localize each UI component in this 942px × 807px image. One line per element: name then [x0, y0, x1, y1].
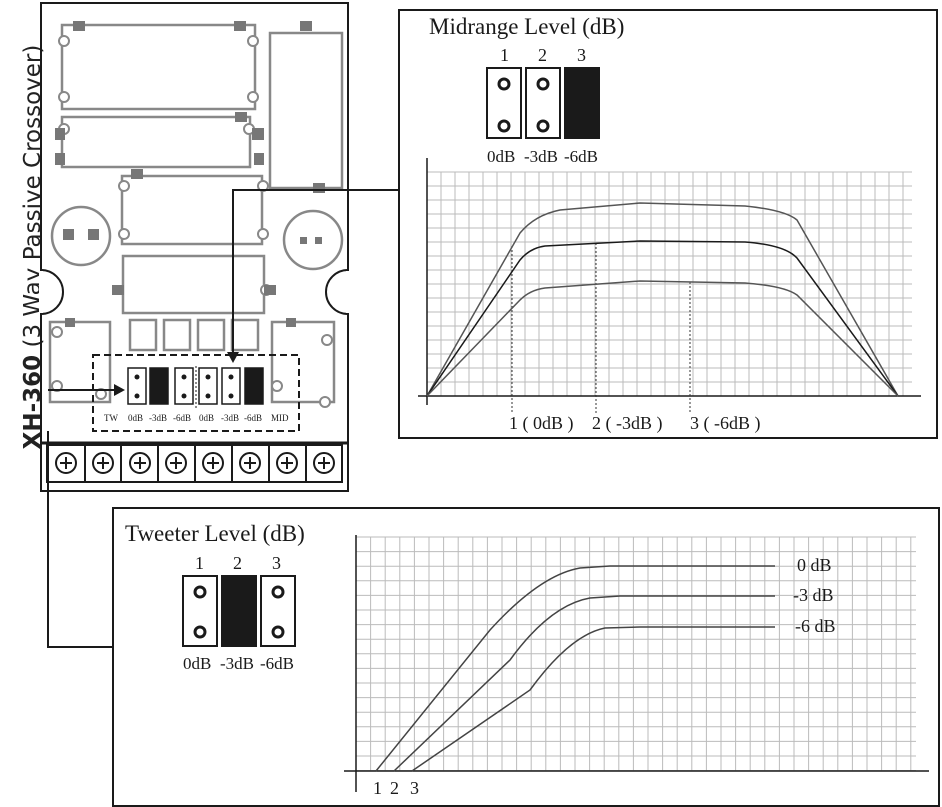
tw-jumper-2: [221, 575, 257, 647]
mid-curve-3db: [426, 240, 899, 397]
inductor-left: [50, 205, 112, 267]
mid-axis-label-2: 2 ( -3dB ): [592, 413, 663, 433]
tw-axis-label-1: 1: [373, 778, 382, 798]
coil-left: [48, 320, 112, 404]
mid-jumper-3-number: 3: [577, 45, 586, 65]
jumper-area: [92, 354, 300, 432]
label-mid-6db: -6dB: [244, 413, 262, 423]
mid-jumper-1-number: 1: [500, 45, 509, 65]
tw-axis-label-3: 3: [410, 778, 419, 798]
capacitor-4: [120, 174, 264, 246]
mid-level-0db: 0dB: [487, 147, 516, 166]
midrange-title: Midrange Level (dB): [429, 14, 625, 39]
capacitor-1: [60, 23, 257, 111]
mid-curve-6db: [426, 280, 899, 397]
tw-level-3db: -3dB: [220, 654, 254, 673]
mid-jumper-3: [564, 67, 600, 139]
arrow-mid: [227, 352, 239, 363]
label-mid-3db: -3dB: [221, 413, 239, 423]
mid-curve-0db: [426, 202, 899, 397]
capacitor-3: [268, 31, 344, 190]
tw-curve-3db: [393, 595, 775, 772]
capacitor-2: [60, 115, 252, 169]
label-tw-0db: 0dB: [128, 413, 144, 423]
tw-jumper-2-number: 2: [233, 553, 242, 573]
tweeter-grid: [355, 536, 916, 772]
connector-lines: [47, 189, 398, 648]
tw-curve-6db: [411, 626, 775, 772]
board-outline: [40, 2, 349, 492]
tw-curve-label-6db: -6 dB: [795, 616, 836, 636]
label-tw: TW: [104, 413, 118, 423]
label-mid: MID: [271, 413, 289, 423]
label-tw-3db: -3dB: [149, 413, 167, 423]
tw-jumper-1-number: 1: [195, 553, 204, 573]
label-mid-0db: 0dB: [199, 413, 215, 423]
solder-pads: [55, 21, 325, 327]
mid-axis-label-3: 3 ( -6dB ): [690, 413, 761, 433]
tweeter-title: Tweeter Level (dB): [125, 521, 305, 546]
arrow-tw: [114, 384, 125, 396]
tweeter-panel: [112, 507, 940, 807]
mid-axis-label-1: 1 ( 0dB ): [509, 413, 574, 433]
mid-level-3db: -3dB: [524, 147, 558, 166]
tw-curve-0db: [375, 565, 775, 772]
tw-curve-label-3db: -3 dB: [793, 585, 834, 605]
tw-level-0db: 0dB: [183, 654, 212, 673]
coil-right: [270, 320, 336, 404]
tw-jumper-3-number: 3: [272, 553, 281, 573]
inductor-right: [282, 209, 344, 271]
mid-level-6db: -6dB: [564, 147, 598, 166]
tw-curve-label-0db: 0 dB: [797, 555, 832, 575]
tw-axis-label-2: 2: [390, 778, 399, 798]
label-tw-6db: -6dB: [173, 413, 191, 423]
mid-jumper-2-number: 2: [538, 45, 547, 65]
tw-level-6db: -6dB: [260, 654, 294, 673]
